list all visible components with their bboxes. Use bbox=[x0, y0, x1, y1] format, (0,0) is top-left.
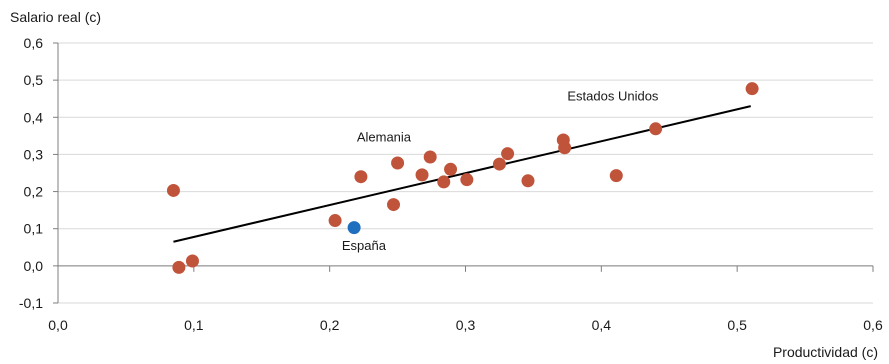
x-tick-label: 0,1 bbox=[184, 317, 204, 333]
y-tick-label: 0,1 bbox=[24, 221, 44, 237]
y-tick-label: 0,0 bbox=[24, 258, 44, 274]
data-points bbox=[166, 82, 759, 274]
data-point-highlight bbox=[347, 221, 361, 235]
data-point bbox=[354, 170, 368, 184]
data-point bbox=[460, 173, 474, 187]
x-axis-title: Productividad (c) bbox=[773, 344, 878, 360]
y-tick-label: 0,6 bbox=[24, 35, 44, 51]
annotation-label: Estados Unidos bbox=[567, 89, 659, 104]
data-point bbox=[649, 122, 663, 136]
x-tick-label: 0,0 bbox=[48, 317, 68, 333]
y-tick-label: 0,3 bbox=[24, 146, 44, 162]
data-point bbox=[492, 157, 506, 171]
x-tick-label: 0,3 bbox=[456, 317, 476, 333]
annotation-label: Alemania bbox=[357, 129, 412, 144]
data-point bbox=[558, 141, 572, 155]
data-point bbox=[423, 150, 437, 164]
annotations: Estados Unidos Alemania España bbox=[342, 89, 659, 253]
trendline bbox=[173, 105, 751, 243]
data-point bbox=[415, 168, 429, 182]
y-tick-label: -0,1 bbox=[19, 295, 43, 311]
x-tick-label: 0,2 bbox=[320, 317, 340, 333]
x-tick-label: 0,6 bbox=[863, 317, 883, 333]
data-point bbox=[387, 198, 401, 212]
x-tick-label: 0,4 bbox=[592, 317, 612, 333]
data-point bbox=[609, 169, 623, 183]
data-point bbox=[166, 183, 180, 197]
y-tick-label: 0,4 bbox=[24, 109, 44, 125]
y-tick-label: 0,2 bbox=[24, 184, 44, 200]
data-point bbox=[501, 147, 515, 161]
annotation-label: España bbox=[342, 238, 387, 253]
data-point bbox=[391, 156, 405, 170]
data-point bbox=[328, 214, 342, 228]
data-point bbox=[444, 162, 458, 176]
data-point bbox=[172, 260, 186, 274]
y-tick-label: 0,5 bbox=[24, 72, 44, 88]
y-axis-title: Salario real (c) bbox=[10, 9, 101, 25]
data-point bbox=[185, 254, 199, 268]
data-point bbox=[745, 82, 759, 96]
data-point bbox=[437, 175, 451, 189]
x-tick-label: 0,5 bbox=[727, 317, 747, 333]
data-point bbox=[521, 174, 535, 188]
tick-labels: -0,1 0,0 0,1 0,2 0,3 0,4 0,5 0,6 0,0 0,1 0,2 0,3 0,4… bbox=[19, 35, 883, 333]
